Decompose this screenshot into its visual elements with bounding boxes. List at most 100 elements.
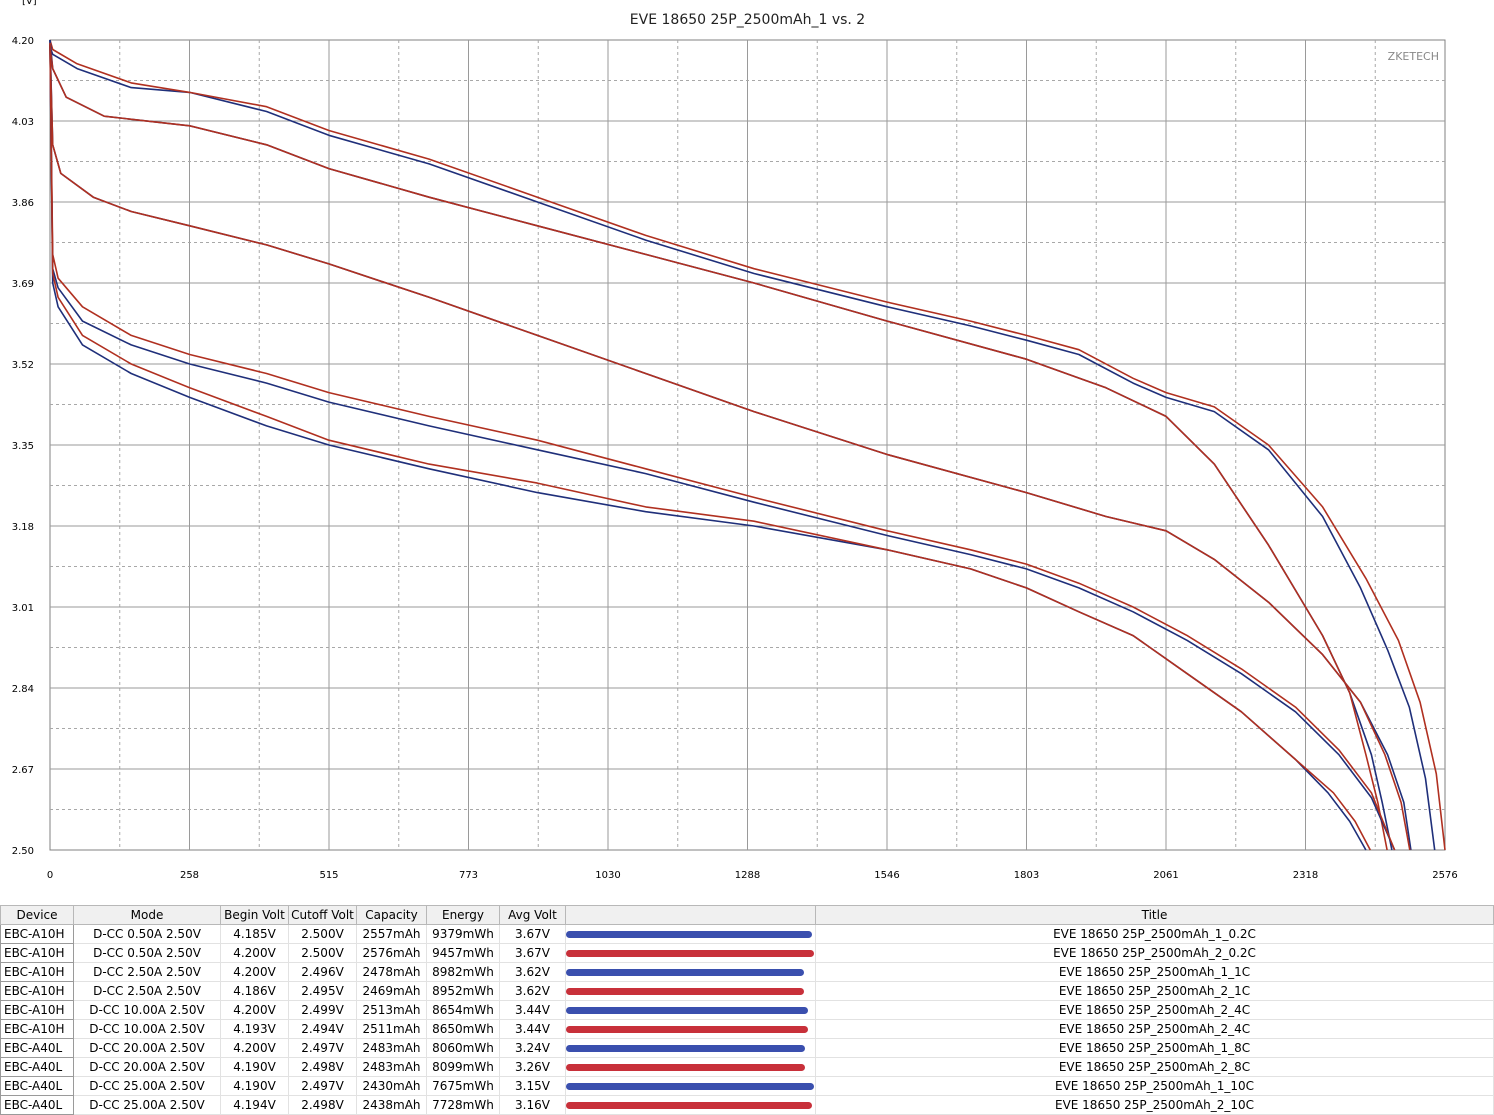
series-color-bar [566, 987, 804, 995]
cell-title: EVE 18650 25P_2500mAh_2_4C [815, 1019, 1494, 1039]
y-tick-label: 3.52 [12, 360, 34, 371]
y-tick-label: 3.01 [12, 603, 34, 614]
y-tick-label: 3.69 [12, 279, 34, 290]
cell-device: EBC-A40L [0, 1095, 74, 1115]
cell-title: EVE 18650 25P_2500mAh_1_8C [815, 1038, 1494, 1058]
table-row[interactable]: EBC-A40L D-CC 20.00A 2.50V 4.190V 2.498V 248… [0, 1057, 1494, 1077]
column-header-color[interactable] [565, 905, 816, 925]
cell-color [565, 924, 816, 944]
table-row[interactable]: EBC-A10H D-CC 2.50A 2.50V 4.186V 2.495V 2469… [0, 981, 1494, 1001]
series-color-bar [566, 1025, 808, 1033]
series-line [49, 43, 1411, 851]
cell-begin: 4.185V [220, 924, 289, 944]
x-tick-label: 515 [319, 870, 338, 881]
cell-begin: 4.200V [220, 962, 289, 982]
cell-cutoff: 2.497V [288, 1038, 357, 1058]
cell-energy: 9457mWh [426, 943, 500, 963]
x-tick-label: 1030 [595, 870, 620, 881]
table-row[interactable]: EBC-A10H D-CC 2.50A 2.50V 4.200V 2.496V 2478… [0, 962, 1494, 982]
y-tick-label: 2.50 [12, 846, 34, 857]
cell-capacity: 2511mAh [356, 1019, 427, 1039]
table-row[interactable]: EBC-A40L D-CC 25.00A 2.50V 4.190V 2.497V 243… [0, 1076, 1494, 1096]
cell-energy: 9379mWh [426, 924, 500, 944]
column-header-capacity[interactable]: Capacity [356, 905, 427, 925]
cell-device: EBC-A10H [0, 962, 74, 982]
table-row[interactable]: EBC-A10H D-CC 0.50A 2.50V 4.200V 2.500V 2576… [0, 943, 1494, 963]
cell-mode: D-CC 10.00A 2.50V [73, 1019, 221, 1039]
column-header-cutoff-volt[interactable]: Cutoff Volt [288, 905, 357, 925]
cell-avg: 3.44V [499, 1019, 566, 1039]
cell-mode: D-CC 20.00A 2.50V [73, 1038, 221, 1058]
cell-capacity: 2483mAh [356, 1038, 427, 1058]
series-line [49, 39, 1446, 851]
y-tick-label: 3.35 [12, 441, 34, 452]
cell-avg: 3.67V [499, 943, 566, 963]
y-tick-label: 2.67 [12, 765, 34, 776]
series-line [49, 44, 1396, 851]
cell-mode: D-CC 10.00A 2.50V [73, 1000, 221, 1020]
watermark: ZKETECH [1388, 50, 1439, 63]
cell-device: EBC-A10H [0, 1000, 74, 1020]
cell-mode: D-CC 2.50A 2.50V [73, 962, 221, 982]
cell-capacity: 2438mAh [356, 1095, 427, 1115]
cell-title: EVE 18650 25P_2500mAh_2_0.2C [815, 943, 1494, 963]
x-tick-label: 0 [47, 870, 53, 881]
cell-cutoff: 2.494V [288, 1019, 357, 1039]
x-tick-label: 2318 [1293, 870, 1318, 881]
column-header-avg-volt[interactable]: Avg Volt [499, 905, 566, 925]
cell-cutoff: 2.496V [288, 962, 357, 982]
cell-capacity: 2430mAh [356, 1076, 427, 1096]
cell-avg: 3.62V [499, 981, 566, 1001]
table-row[interactable]: EBC-A10H D-CC 10.00A 2.50V 4.193V 2.494V 251… [0, 1019, 1494, 1039]
x-tick-label: 1803 [1014, 870, 1039, 881]
table-row[interactable]: EBC-A40L D-CC 25.00A 2.50V 4.194V 2.498V 243… [0, 1095, 1494, 1115]
column-header-mode[interactable]: Mode [73, 905, 221, 925]
cell-device: EBC-A40L [0, 1076, 74, 1096]
cell-color [565, 1000, 816, 1020]
cell-energy: 8650mWh [426, 1019, 500, 1039]
column-header-device[interactable]: Device [0, 905, 74, 925]
cell-mode: D-CC 25.00A 2.50V [73, 1076, 221, 1096]
cell-color [565, 1038, 816, 1058]
cell-begin: 4.200V [220, 943, 289, 963]
cell-energy: 8060mWh [426, 1038, 500, 1058]
cell-color [565, 1076, 816, 1096]
table-row[interactable]: EBC-A10H D-CC 0.50A 2.50V 4.185V 2.500V 2557… [0, 924, 1494, 944]
series-color-bar [566, 1063, 805, 1071]
cell-cutoff: 2.498V [288, 1095, 357, 1115]
x-tick-label: 773 [459, 870, 478, 881]
column-header-title[interactable]: Title [815, 905, 1494, 925]
series-color-bar [566, 1082, 814, 1090]
series-color-bar [566, 930, 812, 938]
column-header-begin-volt[interactable]: Begin Volt [220, 905, 289, 925]
cell-mode: D-CC 2.50A 2.50V [73, 981, 221, 1001]
cell-energy: 8099mWh [426, 1057, 500, 1077]
cell-title: EVE 18650 25P_2500mAh_1_1C [815, 962, 1494, 982]
chart-area: 4.20 4.03 3.86 3.69 3.52 3.35 3.18 3.01 2.84 2.67… [12, 0, 1458, 881]
cell-energy: 7675mWh [426, 1076, 500, 1096]
cell-begin: 4.200V [220, 1038, 289, 1058]
table-row[interactable]: EBC-A40L D-CC 20.00A 2.50V 4.200V 2.497V 248… [0, 1038, 1494, 1058]
cell-avg: 3.26V [499, 1057, 566, 1077]
cell-color [565, 981, 816, 1001]
series-color-bar [566, 968, 804, 976]
table-row[interactable]: EBC-A10H D-CC 10.00A 2.50V 4.200V 2.499V 251… [0, 1000, 1494, 1020]
results-table-panel: Device Mode Begin Volt Cutoff Volt Capac… [0, 905, 1494, 1115]
cell-begin: 4.194V [220, 1095, 289, 1115]
cell-cutoff: 2.498V [288, 1057, 357, 1077]
cell-capacity: 2513mAh [356, 1000, 427, 1020]
cell-capacity: 2576mAh [356, 943, 427, 963]
cell-cutoff: 2.500V [288, 943, 357, 963]
cell-color [565, 962, 816, 982]
cell-begin: 4.193V [220, 1019, 289, 1039]
column-header-energy[interactable]: Energy [426, 905, 500, 925]
cell-capacity: 2557mAh [356, 924, 427, 944]
series-color-bar [566, 949, 814, 957]
cell-cutoff: 2.497V [288, 1076, 357, 1096]
cell-cutoff: 2.500V [288, 924, 357, 944]
cell-title: EVE 18650 25P_2500mAh_2_8C [815, 1057, 1494, 1077]
cell-avg: 3.62V [499, 962, 566, 982]
cell-cutoff: 2.499V [288, 1000, 357, 1020]
series-line [49, 46, 1388, 851]
y-tick-label: 3.18 [12, 522, 34, 533]
